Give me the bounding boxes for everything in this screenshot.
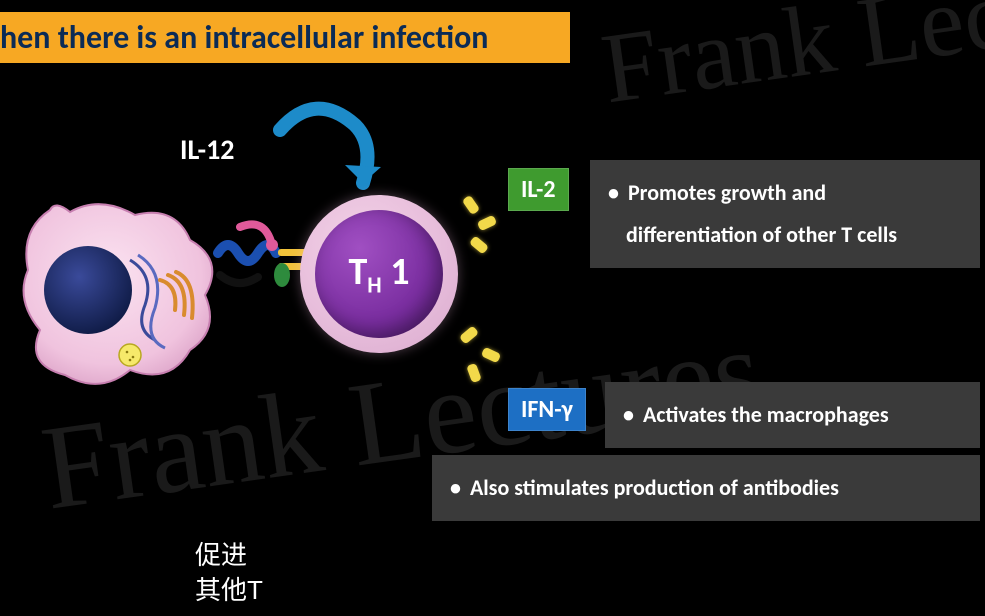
- title-text: hen there is an intracellular infection: [0, 18, 488, 57]
- cytokine-icon: [481, 347, 502, 364]
- il12-label: IL-12: [180, 132, 235, 167]
- ifng-tag: IFN-γ: [508, 388, 586, 431]
- il2-desc-line: Promotes growth and: [608, 172, 962, 214]
- cytokine-icon: [462, 195, 481, 215]
- il2-description: Promotes growth and differentiation of o…: [590, 160, 980, 268]
- th1-label: TH 1: [348, 249, 409, 300]
- subtitle-line: 其他T: [195, 573, 263, 608]
- apc-cell-icon: [10, 190, 240, 400]
- cytokine-icon: [469, 235, 489, 254]
- antibody-description: Also stimulates production of antibodies: [432, 455, 980, 521]
- ifng-desc-line: Activates the macrophages: [623, 401, 889, 428]
- cytokine-icon: [477, 215, 498, 232]
- il2-tag: IL-2: [508, 168, 569, 211]
- th1-cell: TH 1: [300, 195, 458, 353]
- subtitle-line: 促进: [195, 538, 263, 573]
- th1-cell-membrane: TH 1: [300, 195, 458, 353]
- il2-desc-line: differentiation of other T cells: [608, 214, 962, 256]
- antibody-desc-line: Also stimulates production of antibodies: [450, 474, 839, 501]
- cytokine-icon: [466, 363, 482, 383]
- title-bar: hen there is an intracellular infection: [0, 12, 570, 63]
- watermark: Frank Lectures: [595, 0, 985, 126]
- subtitle-caption: 促进 其他T: [195, 538, 263, 608]
- ifng-description: Activates the macrophages: [605, 382, 980, 448]
- cytokine-icon: [459, 325, 479, 344]
- th1-cell-nucleus: TH 1: [315, 210, 443, 338]
